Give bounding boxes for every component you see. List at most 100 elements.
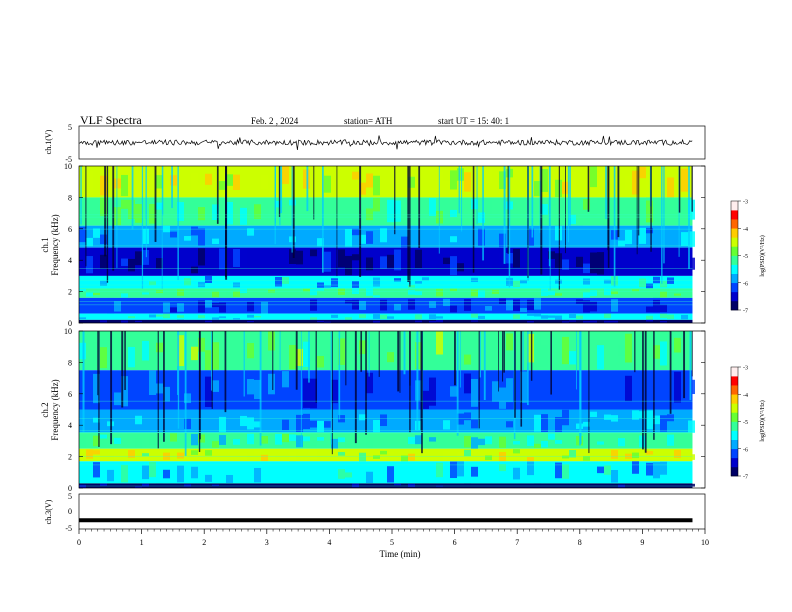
spectrogram-cell — [632, 461, 639, 474]
spectrogram-cell — [163, 288, 170, 295]
spectrogram-cell — [625, 468, 632, 483]
spectrogram-cell — [394, 290, 401, 296]
spectrogram-cell — [555, 417, 562, 433]
spectrogram-cell — [632, 484, 639, 486]
spectrogram-cell — [184, 393, 191, 404]
ch1-waveform-panel: 5 -5 ch.1(V) — [44, 123, 706, 164]
spectrogram-cell — [345, 320, 352, 323]
spectrogram-cell — [107, 297, 114, 308]
spectrogram-cell — [485, 258, 492, 273]
spectrogram-cell — [149, 434, 156, 445]
spectrogram-cell — [135, 486, 142, 488]
spectrogram-cell — [310, 276, 317, 286]
spectrogram-cell — [282, 371, 289, 388]
spectrogram-cell — [317, 238, 324, 247]
spectrogram-cell — [149, 314, 156, 318]
spectrogram-cell — [86, 449, 93, 459]
spectrogram-cell — [541, 288, 548, 296]
spectrogram-cell — [569, 314, 576, 319]
spectrogram-cell — [583, 263, 590, 274]
spectrogram-cell — [177, 315, 184, 318]
spectrogram-cell — [142, 292, 149, 295]
frequency-tick-label: 10 — [64, 162, 72, 171]
spectrogram-cell — [296, 435, 303, 448]
spectrogram-cell — [114, 437, 121, 445]
spectrogram-cell — [163, 198, 170, 213]
spectrogram-cell — [184, 484, 191, 487]
spectrogram-cell — [646, 451, 653, 455]
time-tick-label: 10 — [701, 538, 709, 547]
spectrogram-cell — [198, 300, 205, 313]
spectrogram-cell — [289, 434, 296, 442]
spectrogram-cell — [541, 168, 548, 192]
spectrogram-cell — [541, 414, 548, 433]
spectrogram-cell — [128, 199, 135, 220]
spectrogram-cell — [639, 201, 646, 222]
spectrogram-cell — [380, 299, 387, 311]
spectrogram-cell — [408, 468, 415, 478]
time-tick-label: 9 — [640, 538, 644, 547]
spectrogram-cell — [149, 253, 156, 270]
spectrogram-cell — [345, 317, 352, 320]
spectrogram-cell — [296, 320, 303, 322]
spectrogram-cell — [205, 474, 212, 482]
spectrogram-cell — [415, 281, 422, 284]
time-tick-label: 8 — [578, 538, 582, 547]
spectrogram-cell — [688, 257, 695, 270]
spectrogram-cell — [121, 174, 128, 197]
spectrogram-cell — [212, 291, 219, 298]
spectrogram-cell — [583, 300, 590, 313]
spectrogram-cell — [443, 180, 450, 191]
spectrogram-cell — [100, 483, 107, 487]
spectrogram-cell — [135, 251, 142, 266]
spectrogram-cell — [317, 320, 324, 323]
spectrogram-cell — [289, 301, 296, 310]
spectrogram-cell — [219, 302, 226, 313]
spectrogram-cell — [380, 377, 387, 408]
spectrogram-cell — [121, 464, 128, 483]
spectrogram-cell — [415, 380, 422, 401]
spectrogram-cell — [576, 225, 583, 243]
spectrogram-cell — [562, 464, 569, 479]
spectrogram-cell — [555, 393, 562, 403]
spectrogram-cell — [93, 450, 100, 455]
spectrogram-cell — [555, 462, 562, 479]
spectrogram-cell — [499, 233, 506, 248]
spectrogram-cell — [548, 290, 555, 296]
spectrogram-cell — [534, 211, 541, 222]
spectrogram-cell — [450, 338, 457, 358]
spectrogram-cell — [282, 166, 289, 184]
spectrogram-cell — [170, 449, 177, 454]
spectrogram-cell — [380, 314, 387, 319]
spectrogram-cell — [583, 463, 590, 477]
spectrogram-cell — [604, 279, 611, 284]
spectrogram-cell — [233, 415, 240, 427]
spectrogram-cell — [534, 471, 541, 482]
spectrogram-cell — [492, 340, 499, 370]
spectrogram-cell — [534, 298, 541, 310]
spectrogram-cell — [366, 231, 373, 244]
spectrogram-cell — [352, 254, 359, 261]
spectrogram-cell — [121, 484, 128, 487]
spectrogram-cell — [324, 321, 331, 323]
spectrogram-cell — [191, 293, 198, 298]
spectrogram-cell — [506, 421, 513, 428]
ch1-channel-label: ch.1 — [40, 237, 50, 252]
spectrogram-cell — [156, 342, 163, 353]
colorbar-tick-label: -5 — [743, 420, 748, 426]
spectrogram-cell — [534, 313, 541, 317]
colorbar-segment — [731, 421, 738, 431]
spectrogram-cell — [674, 293, 681, 296]
spectrogram-cell — [380, 256, 387, 269]
spectrogram-cell — [184, 236, 191, 241]
spectrogram-cell — [310, 466, 317, 472]
spectrogram-cell — [289, 320, 296, 323]
spectrogram-cell — [632, 321, 639, 323]
spectrogram-cell — [597, 171, 604, 187]
spectrogram-cell — [436, 288, 443, 297]
colorbar-tick-label: -3 — [743, 200, 748, 206]
spectrogram-cell — [345, 300, 352, 304]
spectrogram-cell — [324, 285, 331, 288]
spectrogram-cell — [128, 258, 135, 272]
spectrogram-cell — [366, 257, 373, 271]
